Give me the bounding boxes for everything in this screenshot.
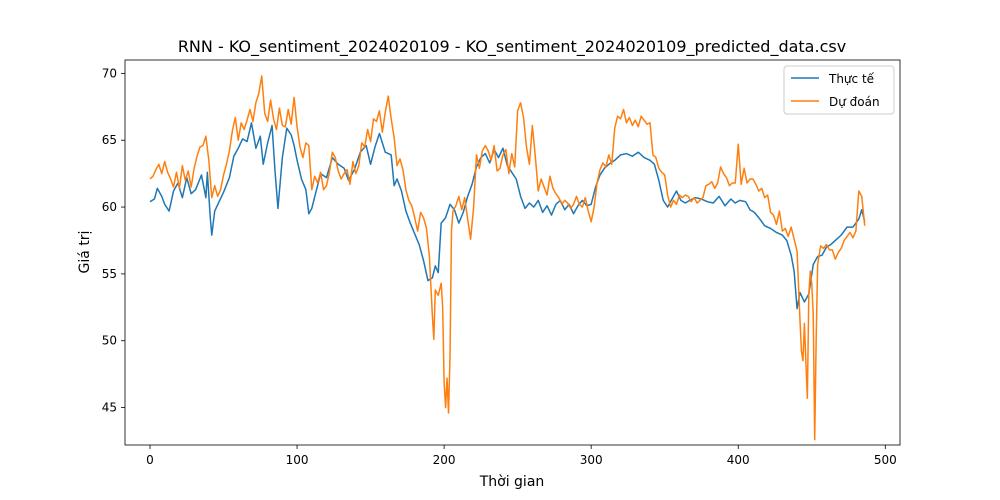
y-tick-label: 50 xyxy=(102,334,117,348)
series-line-1 xyxy=(149,122,866,310)
chart-title: RNN - KO_sentiment_2024020109 - KO_senti… xyxy=(178,37,846,57)
axes-frame xyxy=(124,59,901,446)
y-tick-label: 55 xyxy=(102,267,117,281)
x-tick-label: 500 xyxy=(874,453,897,467)
x-tick-label: 300 xyxy=(580,453,603,467)
legend-label-1: Thực tế xyxy=(828,72,875,86)
y-tick-label: 65 xyxy=(102,133,117,147)
y-tick-label: 45 xyxy=(102,401,117,415)
legend: Thực tế Dự đoán xyxy=(783,65,895,115)
y-tick-label: 60 xyxy=(102,200,117,214)
x-tick-label: 200 xyxy=(433,453,456,467)
plot-area: 0 100 200 300 400 500 45 50 55 60 65 70 xyxy=(102,59,901,467)
x-tick-label: 0 xyxy=(146,453,154,467)
x-axis-label: Thời gian xyxy=(479,474,545,490)
x-tick-label: 400 xyxy=(727,453,750,467)
legend-label-2: Dự đoán xyxy=(829,95,880,109)
y-tick-label: 70 xyxy=(102,66,117,80)
x-tick-label: 100 xyxy=(286,453,309,467)
series-line-2 xyxy=(149,75,866,441)
y-axis-label: Giá trị xyxy=(77,231,93,274)
